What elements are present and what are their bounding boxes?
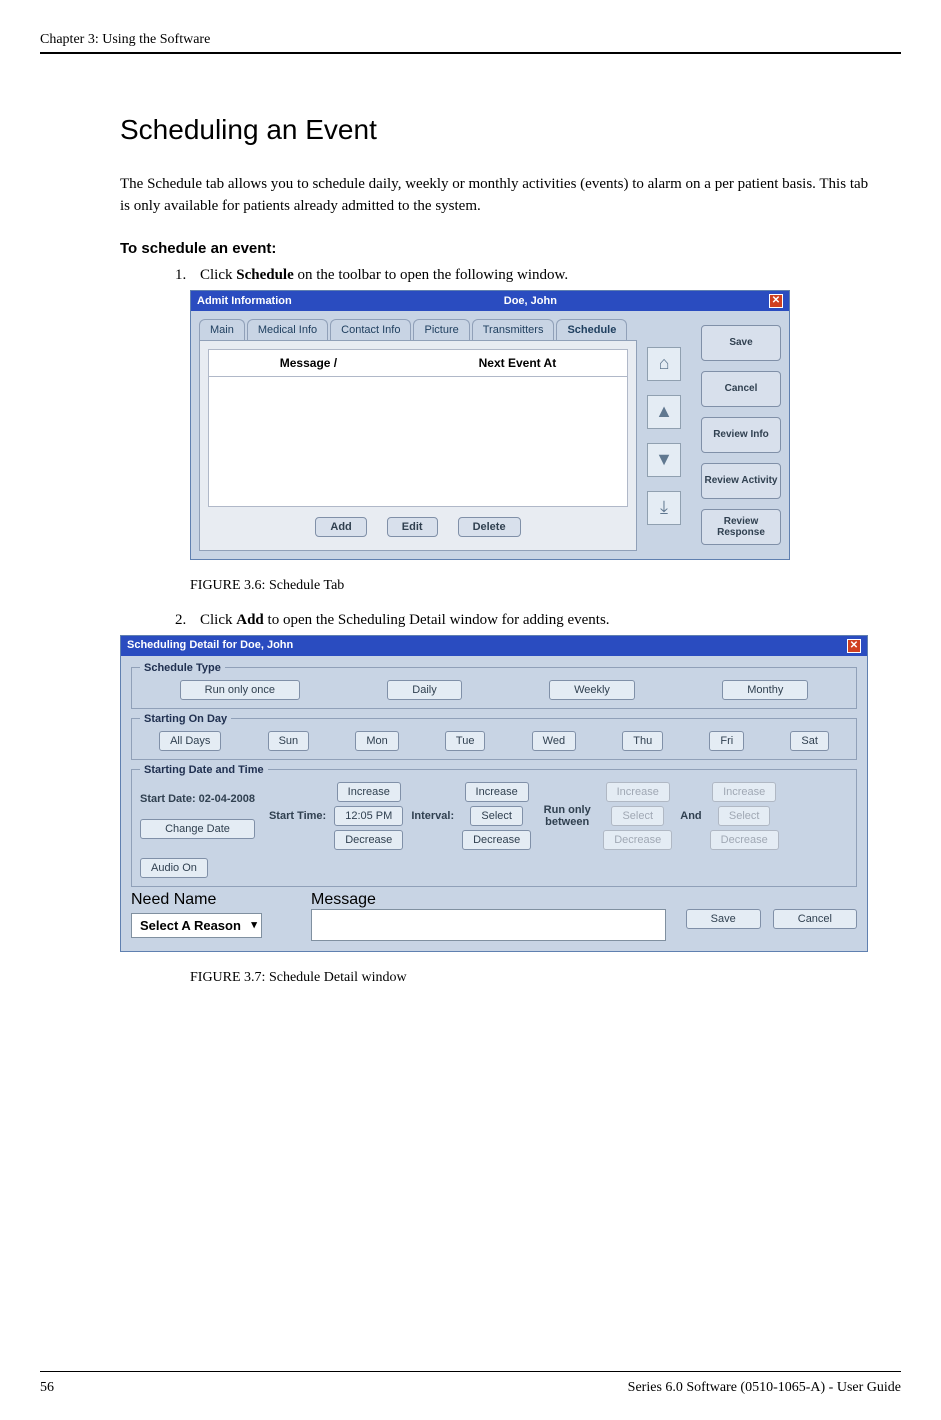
- cancel-button[interactable]: Cancel: [773, 909, 857, 929]
- cancel-button[interactable]: Cancel: [701, 371, 781, 407]
- home-icon[interactable]: ⌂: [647, 347, 681, 381]
- step-1-pre: Click: [200, 267, 236, 283]
- edit-button[interactable]: Edit: [387, 517, 438, 537]
- interval-label: Interval:: [411, 810, 454, 822]
- monthly-button[interactable]: Monthy: [722, 680, 808, 700]
- fri-button[interactable]: Fri: [709, 731, 744, 751]
- sat-button[interactable]: Sat: [790, 731, 829, 751]
- between-from-decrease-button: Decrease: [603, 830, 672, 850]
- change-date-button[interactable]: Change Date: [140, 819, 255, 839]
- end-icon[interactable]: ⤓: [647, 491, 681, 525]
- grid-header: Message / Next Event At: [208, 349, 628, 377]
- tab-schedule[interactable]: Schedule: [556, 319, 627, 340]
- grid-body: [208, 377, 628, 507]
- grid-col-message[interactable]: Message /: [280, 356, 337, 370]
- nav-arrow-column: ⌂ ▲ ▼ ⤓: [647, 319, 691, 551]
- schedule-type-group: Schedule Type Run only once Daily Weekly…: [131, 662, 857, 709]
- section-title: Scheduling an Event: [120, 114, 881, 146]
- starting-date-time-legend: Starting Date and Time: [140, 764, 268, 776]
- step-1-post: on the toolbar to open the following win…: [294, 267, 568, 283]
- step-2: Click Add to open the Scheduling Detail …: [190, 612, 881, 629]
- tab-strip: Main Medical Info Contact Info Picture T…: [199, 319, 637, 341]
- start-time-label: Start Time:: [269, 810, 326, 822]
- tab-medical-info[interactable]: Medical Info: [247, 319, 328, 340]
- tab-transmitters[interactable]: Transmitters: [472, 319, 555, 340]
- starting-on-day-legend: Starting On Day: [140, 713, 231, 725]
- all-days-button[interactable]: All Days: [159, 731, 221, 751]
- arrow-up-icon[interactable]: ▲: [647, 395, 681, 429]
- review-activity-button[interactable]: Review Activity: [701, 463, 781, 499]
- interval-select-button[interactable]: Select: [470, 806, 523, 826]
- message-legend: Message: [311, 891, 666, 909]
- step-1: Click Schedule on the toolbar to open th…: [190, 267, 881, 284]
- time-increase-button[interactable]: Increase: [337, 782, 401, 802]
- chapter-header: Chapter 3: Using the Software: [40, 32, 901, 48]
- interval-increase-button[interactable]: Increase: [465, 782, 529, 802]
- step-2-pre: Click: [200, 612, 236, 628]
- sun-button[interactable]: Sun: [268, 731, 310, 751]
- between-from-increase-button: Increase: [606, 782, 670, 802]
- starting-date-time-group: Starting Date and Time Start Date: 02-04…: [131, 764, 857, 887]
- start-date-label: Start Date: 02-04-2008: [140, 793, 255, 805]
- tab-picture[interactable]: Picture: [413, 319, 469, 340]
- step-2-post: to open the Scheduling Detail window for…: [264, 612, 610, 628]
- between-to-decrease-button: Decrease: [710, 830, 779, 850]
- save-button[interactable]: Save: [686, 909, 761, 929]
- wed-button[interactable]: Wed: [532, 731, 576, 751]
- tue-button[interactable]: Tue: [445, 731, 486, 751]
- arrow-down-icon[interactable]: ▼: [647, 443, 681, 477]
- interval-decrease-button[interactable]: Decrease: [462, 830, 531, 850]
- tab-contact-info[interactable]: Contact Info: [330, 319, 411, 340]
- schedule-type-legend: Schedule Type: [140, 662, 225, 674]
- intro-paragraph: The Schedule tab allows you to schedule …: [120, 174, 881, 218]
- review-response-button[interactable]: Review Response: [701, 509, 781, 545]
- time-decrease-button[interactable]: Decrease: [334, 830, 403, 850]
- procedure-title: To schedule an event:: [120, 240, 881, 257]
- figure-3-7-caption: FIGURE 3.7: Schedule Detail window: [190, 970, 881, 986]
- run-once-button[interactable]: Run only once: [180, 680, 300, 700]
- window2-title: Scheduling Detail for Doe, John: [127, 639, 293, 653]
- select-reason-dropdown[interactable]: Select A Reason: [131, 913, 262, 938]
- step-2-bold: Add: [236, 612, 264, 628]
- figure-3-6-caption: FIGURE 3.6: Schedule Tab: [190, 578, 881, 594]
- starting-on-day-group: Starting On Day All Days Sun Mon Tue Wed…: [131, 713, 857, 760]
- between-from-select-button: Select: [611, 806, 664, 826]
- window-titlebar: Admit Information Doe, John ✕: [191, 291, 789, 311]
- window2-titlebar: Scheduling Detail for Doe, John ✕: [121, 636, 867, 656]
- window-title-center: Doe, John: [292, 295, 769, 307]
- rule-top: [40, 52, 901, 54]
- admit-info-window: Admit Information Doe, John ✕ Main Medic…: [190, 290, 790, 560]
- between-to-increase-button: Increase: [712, 782, 776, 802]
- delete-button[interactable]: Delete: [458, 517, 521, 537]
- add-button[interactable]: Add: [315, 517, 366, 537]
- save-button[interactable]: Save: [701, 325, 781, 361]
- message-input[interactable]: [311, 909, 666, 941]
- scheduling-detail-window: Scheduling Detail for Doe, John ✕ Schedu…: [120, 635, 868, 952]
- page-footer: 56 Series 6.0 Software (0510-1065-A) - U…: [40, 1371, 901, 1396]
- tab-main[interactable]: Main: [199, 319, 245, 340]
- close-icon[interactable]: ✕: [769, 294, 783, 308]
- footer-right: Series 6.0 Software (0510-1065-A) - User…: [628, 1380, 901, 1396]
- page-number: 56: [40, 1380, 54, 1396]
- window-title-left: Admit Information: [197, 295, 292, 307]
- review-info-button[interactable]: Review Info: [701, 417, 781, 453]
- run-only-between-label: Run only between: [539, 804, 595, 828]
- start-time-value[interactable]: 12:05 PM: [334, 806, 403, 826]
- close-icon[interactable]: ✕: [847, 639, 861, 653]
- grid-col-next-event[interactable]: Next Event At: [479, 356, 557, 370]
- daily-button[interactable]: Daily: [387, 680, 461, 700]
- and-label: And: [680, 810, 701, 822]
- need-name-legend: Need Name: [131, 891, 291, 909]
- step-1-bold: Schedule: [236, 267, 294, 283]
- mon-button[interactable]: Mon: [355, 731, 398, 751]
- weekly-button[interactable]: Weekly: [549, 680, 635, 700]
- thu-button[interactable]: Thu: [622, 731, 663, 751]
- between-to-select-button: Select: [718, 806, 771, 826]
- audio-on-button[interactable]: Audio On: [140, 858, 208, 878]
